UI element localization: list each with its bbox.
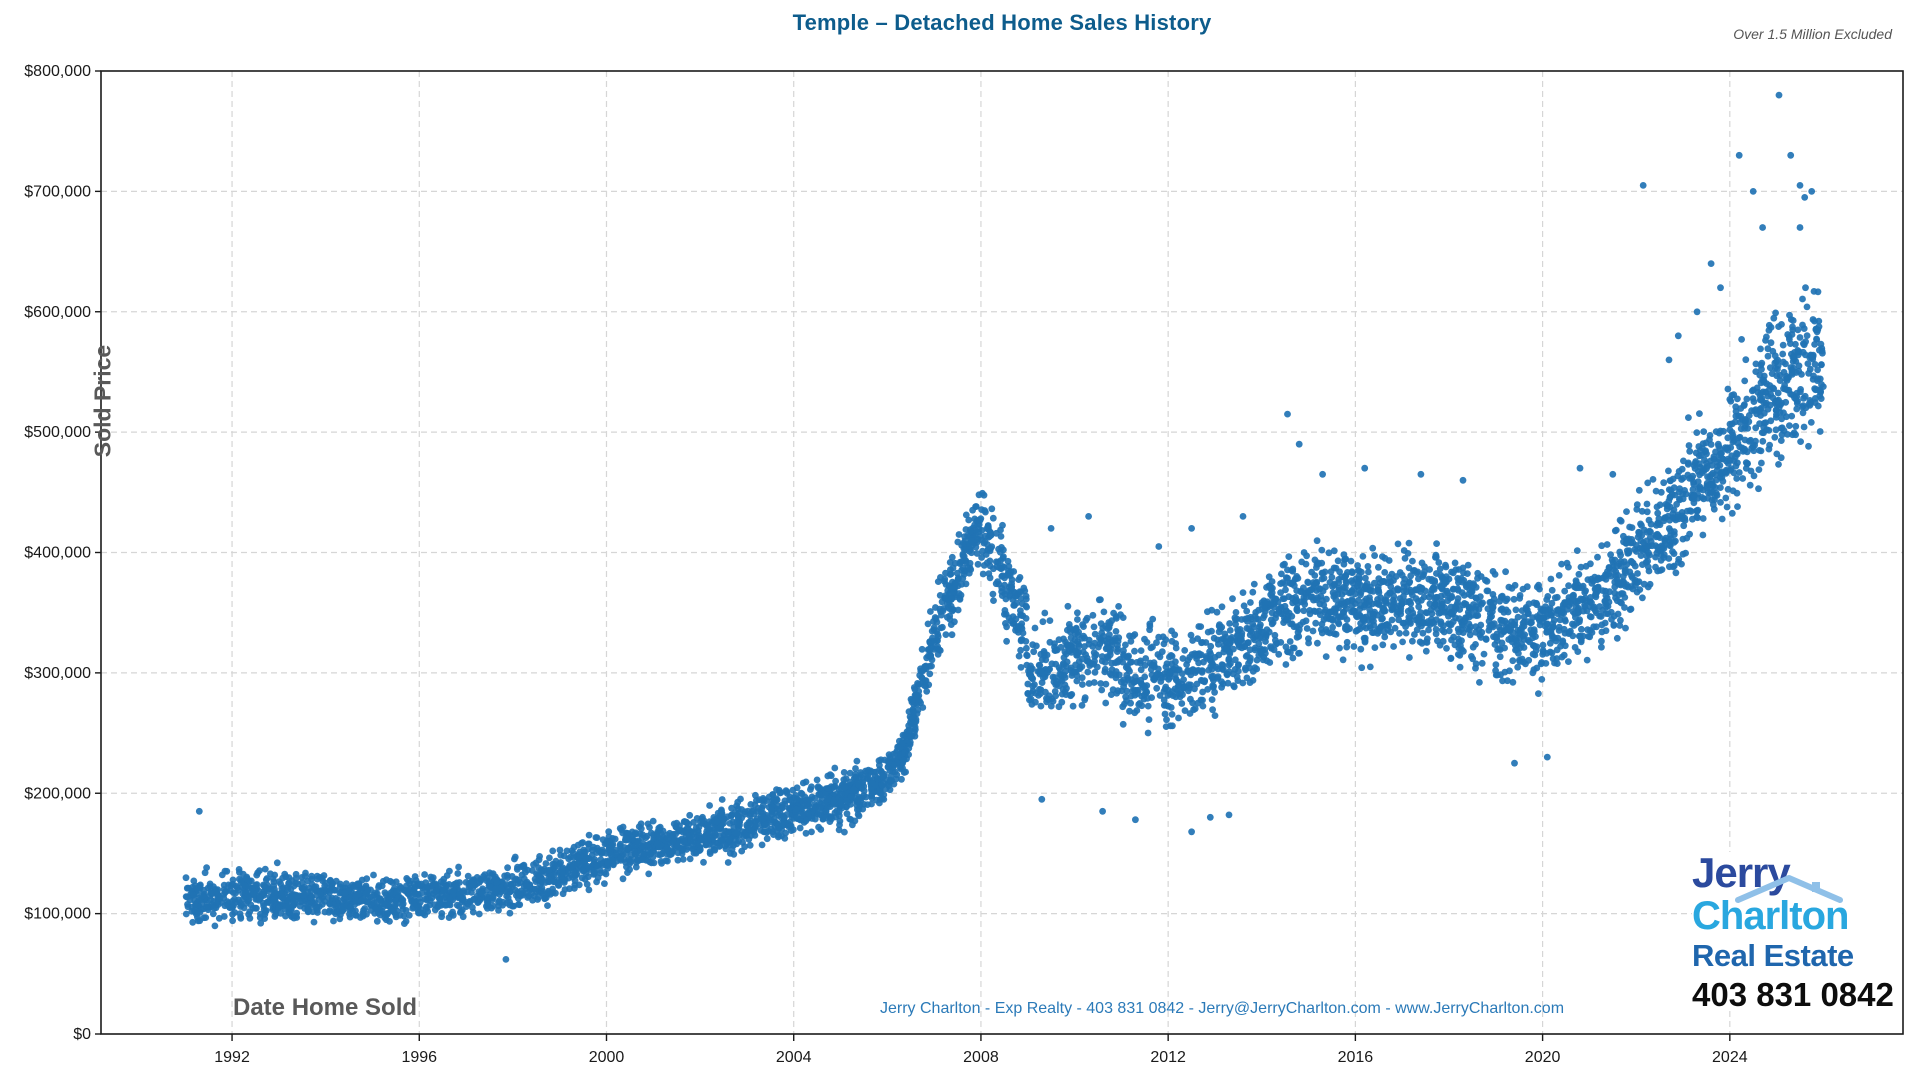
x-tick-label: 1992 <box>214 1049 250 1066</box>
gridlines <box>101 71 1903 1034</box>
x-tick-label: 2024 <box>1712 1049 1748 1066</box>
x-tick-label: 2012 <box>1150 1049 1186 1066</box>
x-tick-label: 2004 <box>776 1049 812 1066</box>
x-tick-label: 2008 <box>963 1049 999 1066</box>
y-tick-label: $600,000 <box>24 304 91 321</box>
logo-name-last: Charlton <box>1692 875 1902 936</box>
y-tick-label: $0 <box>73 1026 91 1043</box>
y-tick-label: $400,000 <box>24 545 91 562</box>
excluded-note: Over 1.5 Million Excluded <box>1733 26 1892 42</box>
x-axis-caption: Date Home Sold <box>233 994 418 1021</box>
axis-ticks-and-labels: $0 $100,000 $200,000 $300,000 $400,000 $500,0… <box>24 63 1747 1066</box>
brand-logo: Jerry Charlton Real Estate 403 831 0842 <box>1692 852 1902 1011</box>
chart-title: Temple – Detached Home Sales History <box>792 10 1212 35</box>
y-tick-label: $300,000 <box>24 665 91 682</box>
y-tick-label: $100,000 <box>24 906 91 923</box>
x-tick-label: 2016 <box>1338 1049 1374 1066</box>
x-tick-label: 1996 <box>401 1049 437 1066</box>
y-tick-label: $200,000 <box>24 785 91 802</box>
contact-line: Jerry Charlton - Exp Realty - 403 831 08… <box>880 1000 1565 1017</box>
y-tick-label: $500,000 <box>24 424 91 441</box>
y-tick-label: $700,000 <box>24 183 91 200</box>
x-tick-label: 2000 <box>589 1049 625 1066</box>
x-tick-label: 2020 <box>1525 1049 1561 1066</box>
scatter-points <box>182 91 1827 963</box>
house-roof-icon <box>1735 875 1843 903</box>
y-tick-label: $800,000 <box>24 63 91 80</box>
logo-phone: 403 831 0842 <box>1692 976 1894 1013</box>
logo-realestate: Real Estate <box>1692 938 1854 973</box>
y-axis-caption: Sold Price <box>89 344 116 458</box>
